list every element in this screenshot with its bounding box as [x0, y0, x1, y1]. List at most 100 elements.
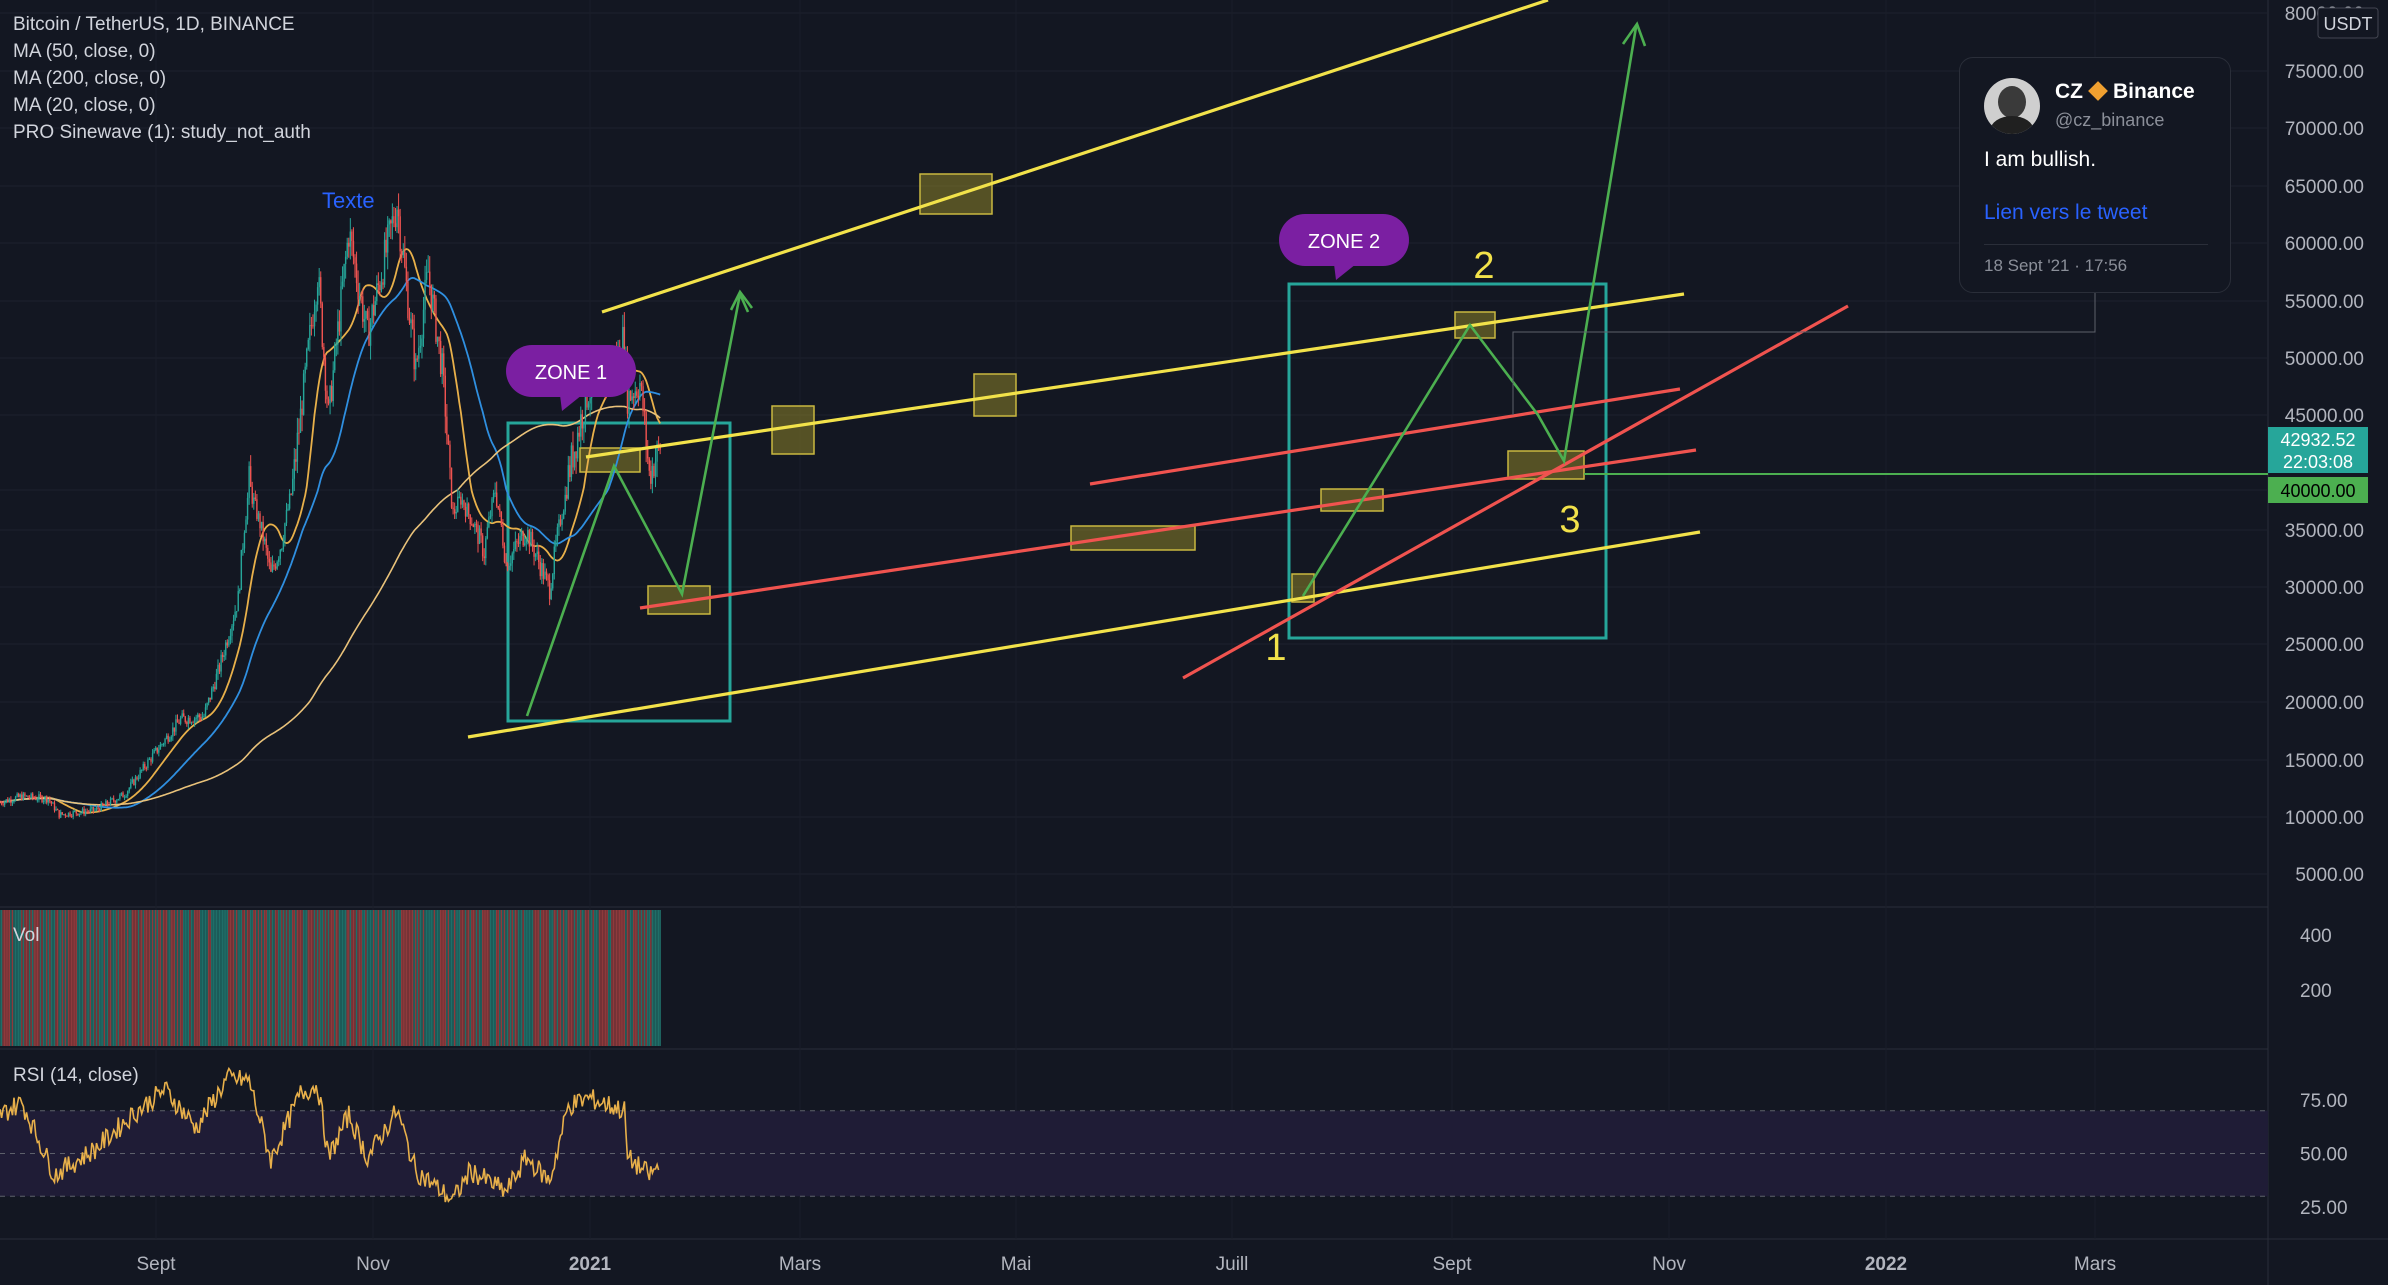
candle-body	[288, 493, 291, 509]
candle-body	[634, 391, 636, 398]
candle-body	[223, 655, 225, 658]
candle-body	[324, 357, 327, 391]
time-tick-label: Mai	[1001, 1254, 1032, 1275]
candle-body	[50, 801, 53, 804]
candle-body	[365, 311, 367, 320]
candle-body	[326, 390, 328, 400]
candle-body	[335, 344, 338, 346]
candle-body	[86, 811, 88, 813]
candle-body	[290, 493, 292, 495]
tweet-author-org: Binance	[2113, 80, 2195, 103]
candle-body	[622, 326, 624, 361]
candle-body	[419, 345, 422, 348]
candle-body	[388, 220, 390, 225]
candle-body	[207, 697, 210, 704]
candle-body	[282, 540, 285, 549]
candle-body	[432, 294, 434, 311]
candle-body	[643, 410, 646, 413]
candle-body	[268, 558, 271, 563]
candle-body	[237, 591, 239, 612]
candle-body	[558, 519, 560, 528]
candle-body	[427, 271, 429, 273]
candle-body	[474, 523, 476, 528]
ma-50-line	[0, 276, 661, 809]
candle-body	[167, 735, 169, 742]
candle-body	[464, 506, 467, 517]
candle-body	[334, 344, 336, 371]
yellow-channel-mid	[585, 292, 1685, 459]
candle-body	[418, 347, 420, 359]
candle-body	[553, 546, 555, 575]
candle-body	[67, 812, 70, 817]
candle-body	[60, 812, 62, 818]
candle-body	[441, 353, 443, 375]
candle-body	[172, 727, 174, 737]
candle-body	[225, 642, 227, 656]
candle-body	[226, 642, 229, 646]
avatar	[1984, 78, 2040, 134]
candle-body	[421, 338, 423, 346]
legend-symbol[interactable]: Bitcoin / TetherUS, 1D, BINANCE	[13, 14, 295, 35]
candle-body	[206, 703, 208, 708]
candle-body	[422, 309, 425, 339]
candle-body	[346, 242, 348, 257]
candle-body	[161, 744, 163, 746]
candle-body	[126, 791, 129, 796]
zone-bubble-tail	[1334, 264, 1356, 280]
candle-body	[211, 688, 213, 700]
candle-body	[246, 497, 249, 520]
candle-body	[80, 812, 82, 814]
candle-body	[117, 798, 120, 801]
candle-body	[330, 386, 333, 401]
text-annotation[interactable]: Texte	[322, 188, 375, 213]
price-tick-label: 70000.00	[2285, 119, 2364, 140]
price-tick-label: 55000.00	[2285, 292, 2364, 313]
candle-body	[140, 769, 143, 771]
candle-body	[653, 466, 655, 477]
candle-body	[125, 795, 127, 798]
tweet-card[interactable]: CZ Binance @cz_binance I am bullish. Lien…	[1959, 57, 2231, 293]
candle-body	[475, 523, 478, 525]
candle-body	[369, 322, 372, 346]
legend-ma20[interactable]: MA (20, close, 0)	[13, 95, 156, 116]
tweet-link[interactable]: Lien vers le tweet	[1984, 201, 2148, 224]
candle-body	[212, 686, 215, 689]
candle-body	[169, 739, 171, 742]
legend-sinewave[interactable]: PRO Sinewave (1): study_not_auth	[13, 122, 311, 143]
candle-body	[436, 336, 439, 342]
candle-body	[500, 511, 503, 526]
candle-body	[234, 611, 236, 621]
candle-body	[379, 284, 381, 291]
candle-body	[469, 514, 471, 525]
candle-body	[201, 716, 204, 720]
candle-body	[2, 803, 4, 805]
candle-body	[189, 717, 191, 724]
candle-body	[654, 461, 657, 477]
trendlines	[467, 0, 2268, 739]
candle-body	[122, 792, 124, 798]
legend-ma200[interactable]: MA (200, close, 0)	[13, 68, 167, 89]
candle-body	[150, 758, 152, 762]
candle-body	[586, 387, 588, 408]
candle-body	[576, 432, 579, 459]
legend-ma50[interactable]: MA (50, close, 0)	[13, 41, 156, 62]
candle-body	[536, 551, 538, 555]
candle-body	[239, 589, 241, 592]
candle-body	[134, 777, 137, 786]
candle-body	[575, 451, 577, 459]
candle-body	[254, 497, 257, 500]
candle-body	[581, 414, 584, 429]
candle-body	[545, 571, 548, 576]
candle-body	[75, 811, 77, 814]
candle-body	[123, 797, 126, 799]
candle-body	[329, 386, 331, 404]
candle-body	[443, 353, 445, 376]
candle-body	[570, 445, 573, 478]
candle-body	[394, 223, 397, 228]
candle-body	[520, 531, 523, 536]
candle-body	[538, 551, 540, 563]
candle-body	[14, 796, 17, 801]
candle-body	[547, 575, 549, 581]
moving-averages	[0, 248, 661, 814]
